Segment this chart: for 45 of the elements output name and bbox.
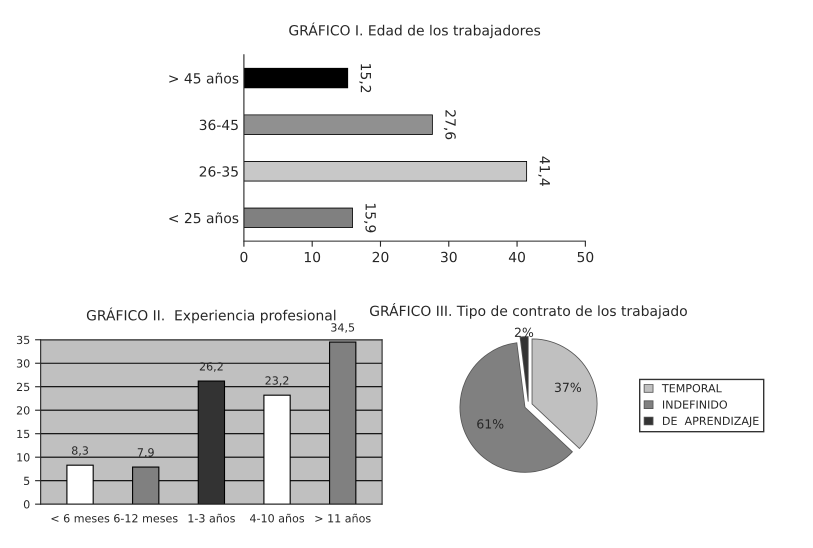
y-tick-label: > 45 años <box>169 72 238 84</box>
data-label: 7,9 <box>138 448 154 458</box>
y-tick-label: 35 <box>16 336 30 344</box>
bar <box>244 114 433 135</box>
chart-title: GRÁFICO III. Tipo de contrato de los trabajado <box>370 303 687 319</box>
x-tick-label: 1-3 años <box>188 514 235 522</box>
y-tick-label: 36-45 <box>200 120 238 130</box>
x-tick-label: 50 <box>578 252 594 262</box>
data-label: 15,9 <box>364 204 376 232</box>
x-tick-label: 0 <box>240 252 248 262</box>
data-label: 37% <box>554 382 582 392</box>
data-label: 61% <box>477 419 504 429</box>
x-tick-label: 4-10 años <box>250 514 304 522</box>
y-tick-label: 0 <box>24 500 30 509</box>
legend-label: TEMPORAL <box>662 384 722 392</box>
legend-label: INDEFINIDO <box>663 400 728 409</box>
data-label: 8,3 <box>72 446 88 456</box>
y-tick-label: 10 <box>17 453 30 462</box>
x-tick-label: 40 <box>508 252 525 262</box>
chart-title: GRÁFICO I. Edad de los trabajadores <box>289 22 540 38</box>
chart-title: GRÁFICO II. Experiencia profesional <box>86 307 336 324</box>
y-tick-label: 25 <box>16 382 30 392</box>
data-label: 26,2 <box>200 362 223 372</box>
y-tick-label: 20 <box>16 406 30 415</box>
y-tick-label: 5 <box>24 476 30 486</box>
y-tick-label: 26-35 <box>200 166 238 177</box>
bar <box>244 161 528 182</box>
data-label: 41,4 <box>538 156 550 186</box>
data-label: 27,6 <box>444 110 456 140</box>
x-tick-label: < 6 meses <box>51 514 110 522</box>
y-tick-label: < 25 años <box>169 212 238 224</box>
x-tick-label: 6-12 meses <box>114 514 178 522</box>
data-label: 34,5 <box>331 323 354 333</box>
data-label: 15,2 <box>359 64 372 92</box>
x-tick-label: 10 <box>304 252 320 262</box>
bar <box>244 68 348 88</box>
y-tick-label: 30 <box>16 359 30 368</box>
x-tick-label: > 11 años <box>315 514 371 522</box>
bar <box>244 208 353 228</box>
y-tick-label: 15 <box>17 430 30 438</box>
data-label: 2% <box>514 328 534 338</box>
data-label: 23,2 <box>265 376 288 386</box>
legend-label: DE APRENDIZAJE <box>663 416 759 428</box>
x-tick-label: 30 <box>441 252 457 262</box>
x-tick-label: 20 <box>372 252 388 262</box>
